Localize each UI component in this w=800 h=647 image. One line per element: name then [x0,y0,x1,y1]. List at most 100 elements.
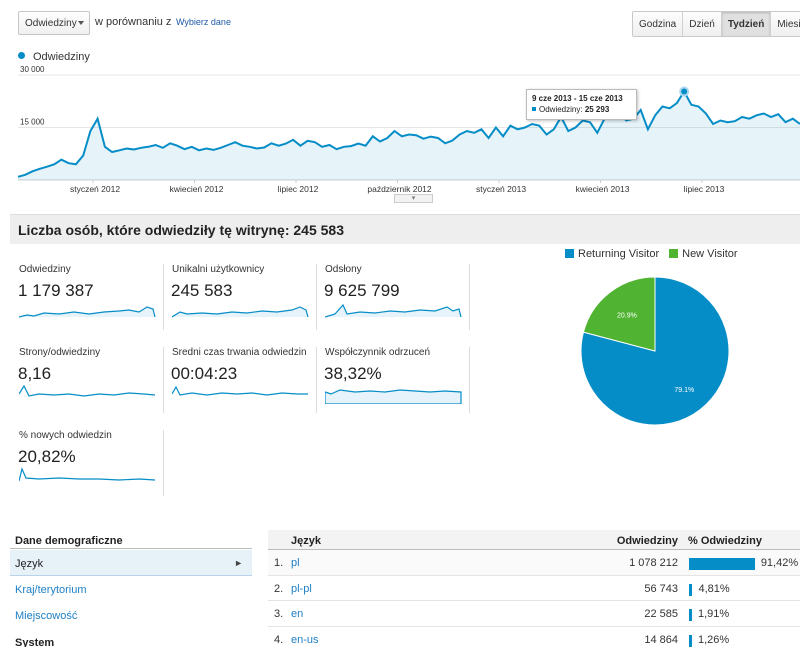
y-tick-label: 15 000 [20,118,45,127]
table-row: 3. en 22 585 1,91% [268,601,800,627]
sparkline [19,306,156,318]
x-tick-label: październik 2012 [367,184,432,194]
visits-line-chart[interactable]: 30 000 15 000 styczeń 2012 kwiecień 2012 li… [0,64,800,204]
x-tick-label: lipiec 2012 [278,184,319,194]
chevron-right-icon: ► [234,558,243,568]
chart-resize-handle[interactable]: ▾ [394,194,433,203]
y-tick-label: 30 000 [20,65,45,74]
metric-tile-pages-per-visit[interactable]: Strony/odwiedziny 8,16 [18,347,164,413]
x-tick-label: kwiecień 2012 [170,184,224,194]
system-heading: System [15,637,55,647]
metric-tile-visits[interactable]: Odwiedziny 1 179 387 [18,264,164,330]
tile-label: Strony/odwiedziny [19,347,101,358]
x-tick-label: styczeń 2012 [70,184,120,194]
percent-bar [689,558,755,570]
tile-value: 00:04:23 [171,364,238,383]
table-row: 2. pl-pl 56 743 4,81% [268,576,800,601]
row-percent: 91,42% [760,557,799,569]
demographics-item-country[interactable]: Kraj/terytorium [10,576,252,602]
pie-legend: Returning Visitor New Visitor [565,248,738,260]
legend-label: New Visitor [682,248,738,260]
language-table: Język Odwiedziny % Odwiedziny 1. pl 1 07… [268,530,800,647]
chart-legend: Odwiedziny [18,51,90,63]
row-index: 2. [274,582,284,595]
pie-slice[interactable] [582,276,656,352]
visits-line [17,89,800,178]
metric-tile-new-visits[interactable]: % nowych odwiedzin 20,82% [18,430,164,496]
tooltip-date: 9 cze 2013 - 15 cze 2013 [532,94,623,103]
table-row: 4. en-us 14 864 1,26% [268,627,800,647]
tile-label: Odwiedziny [19,264,71,275]
legend-swatch-icon [669,249,679,258]
summary-bar [10,214,800,244]
compare-label: w porównaniu z [95,16,172,28]
sparkline [19,384,156,397]
period-selector: Godzina Dzień Tydzień Miesiąc [632,11,800,37]
language-link[interactable]: en [291,608,304,620]
percent-bar [689,634,692,647]
highlight-point[interactable] [679,86,690,97]
choose-metric-link[interactable]: Wybierz dane [176,17,231,27]
table-header: Język Odwiedziny % Odwiedziny [268,530,800,550]
language-link[interactable]: en-us [291,633,319,646]
metric-tile-unique-users[interactable]: Unikalni użytkownicy 245 583 [171,264,317,330]
col-percent[interactable]: % Odwiedziny [688,535,762,547]
metric-select-value: Odwiedziny [25,18,77,29]
row-visits: 1 078 212 [629,557,678,569]
tile-value: 9 625 799 [324,281,400,300]
language-link[interactable]: pl [291,557,300,569]
divider [10,548,252,549]
tile-value: 245 583 [171,281,233,300]
period-week-button[interactable]: Tydzień [721,12,772,36]
tile-label: Unikalni użytkownicy [172,264,265,275]
demographics-item-city[interactable]: Miejscowość [10,602,252,628]
metric-tile-avg-duration[interactable]: Średni czas trwania odwiedzin 00:04:23 [171,347,317,413]
pie-slice-label: 79.1% [674,387,694,394]
tile-value: 8,16 [18,364,52,383]
col-visits[interactable]: Odwiedziny [616,535,678,547]
row-visits: 56 743 [644,582,678,595]
series-dot-icon [18,52,25,59]
demographics-item-label: Język [15,558,44,570]
row-percent: 1,26% [698,633,730,646]
period-hour-button[interactable]: Godzina [633,12,684,36]
metric-select[interactable]: Odwiedziny [18,11,90,35]
percent-bar [689,583,693,596]
sparkline [325,389,462,404]
legend-returning[interactable]: Returning Visitor [565,248,659,260]
col-language[interactable]: Język [291,535,321,547]
tile-label: % nowych odwiedzin [19,430,112,441]
language-link[interactable]: pl-pl [291,582,312,595]
tile-value: 38,32% [324,364,382,383]
tile-label: Odsłony [325,264,362,275]
legend-new[interactable]: New Visitor [669,248,738,260]
pie-slice-label: 20.9% [617,313,637,320]
metric-tile-pageviews[interactable]: Odsłony 9 625 799 [324,264,470,330]
tile-value: 20,82% [18,447,76,466]
sparkline [172,385,308,396]
demographics-item-label: Miejscowość [15,610,78,622]
row-percent: 4,81% [698,582,730,595]
period-month-button[interactable]: Miesiąc [771,12,800,36]
x-tick-label: lipiec 2013 [684,184,725,194]
table-row: 1. pl 1 078 212 91,42% [268,550,800,576]
demographics-item-language[interactable]: Język ► [10,550,252,576]
row-percent: 1,91% [698,608,730,620]
demographics-heading: Dane demograficzne [15,535,123,547]
metric-tile-bounce-rate[interactable]: Współczynnik odrzuceń 38,32% [324,347,470,413]
chart-tooltip: 9 cze 2013 - 15 cze 2013 Odwiedziny: 25 … [526,89,637,120]
demographics-item-label: Kraj/terytorium [15,584,87,596]
percent-bar [689,609,692,621]
tooltip-series-icon [532,107,536,111]
tile-label: Współczynnik odrzuceń [325,347,431,358]
x-tick-label: styczeń 2013 [476,184,526,194]
visits-area [18,91,800,180]
visitor-type-pie[interactable]: 79.1% 20.9% [578,274,732,428]
row-index: 1. [274,557,284,569]
row-visits: 14 864 [644,633,678,646]
period-day-button[interactable]: Dzień [683,12,722,36]
x-tick-label: kwiecień 2013 [576,184,630,194]
chart-legend-label: Odwiedziny [33,51,90,63]
tile-label: Średni czas trwania odwiedzin [172,347,307,358]
row-index: 4. [274,633,284,646]
